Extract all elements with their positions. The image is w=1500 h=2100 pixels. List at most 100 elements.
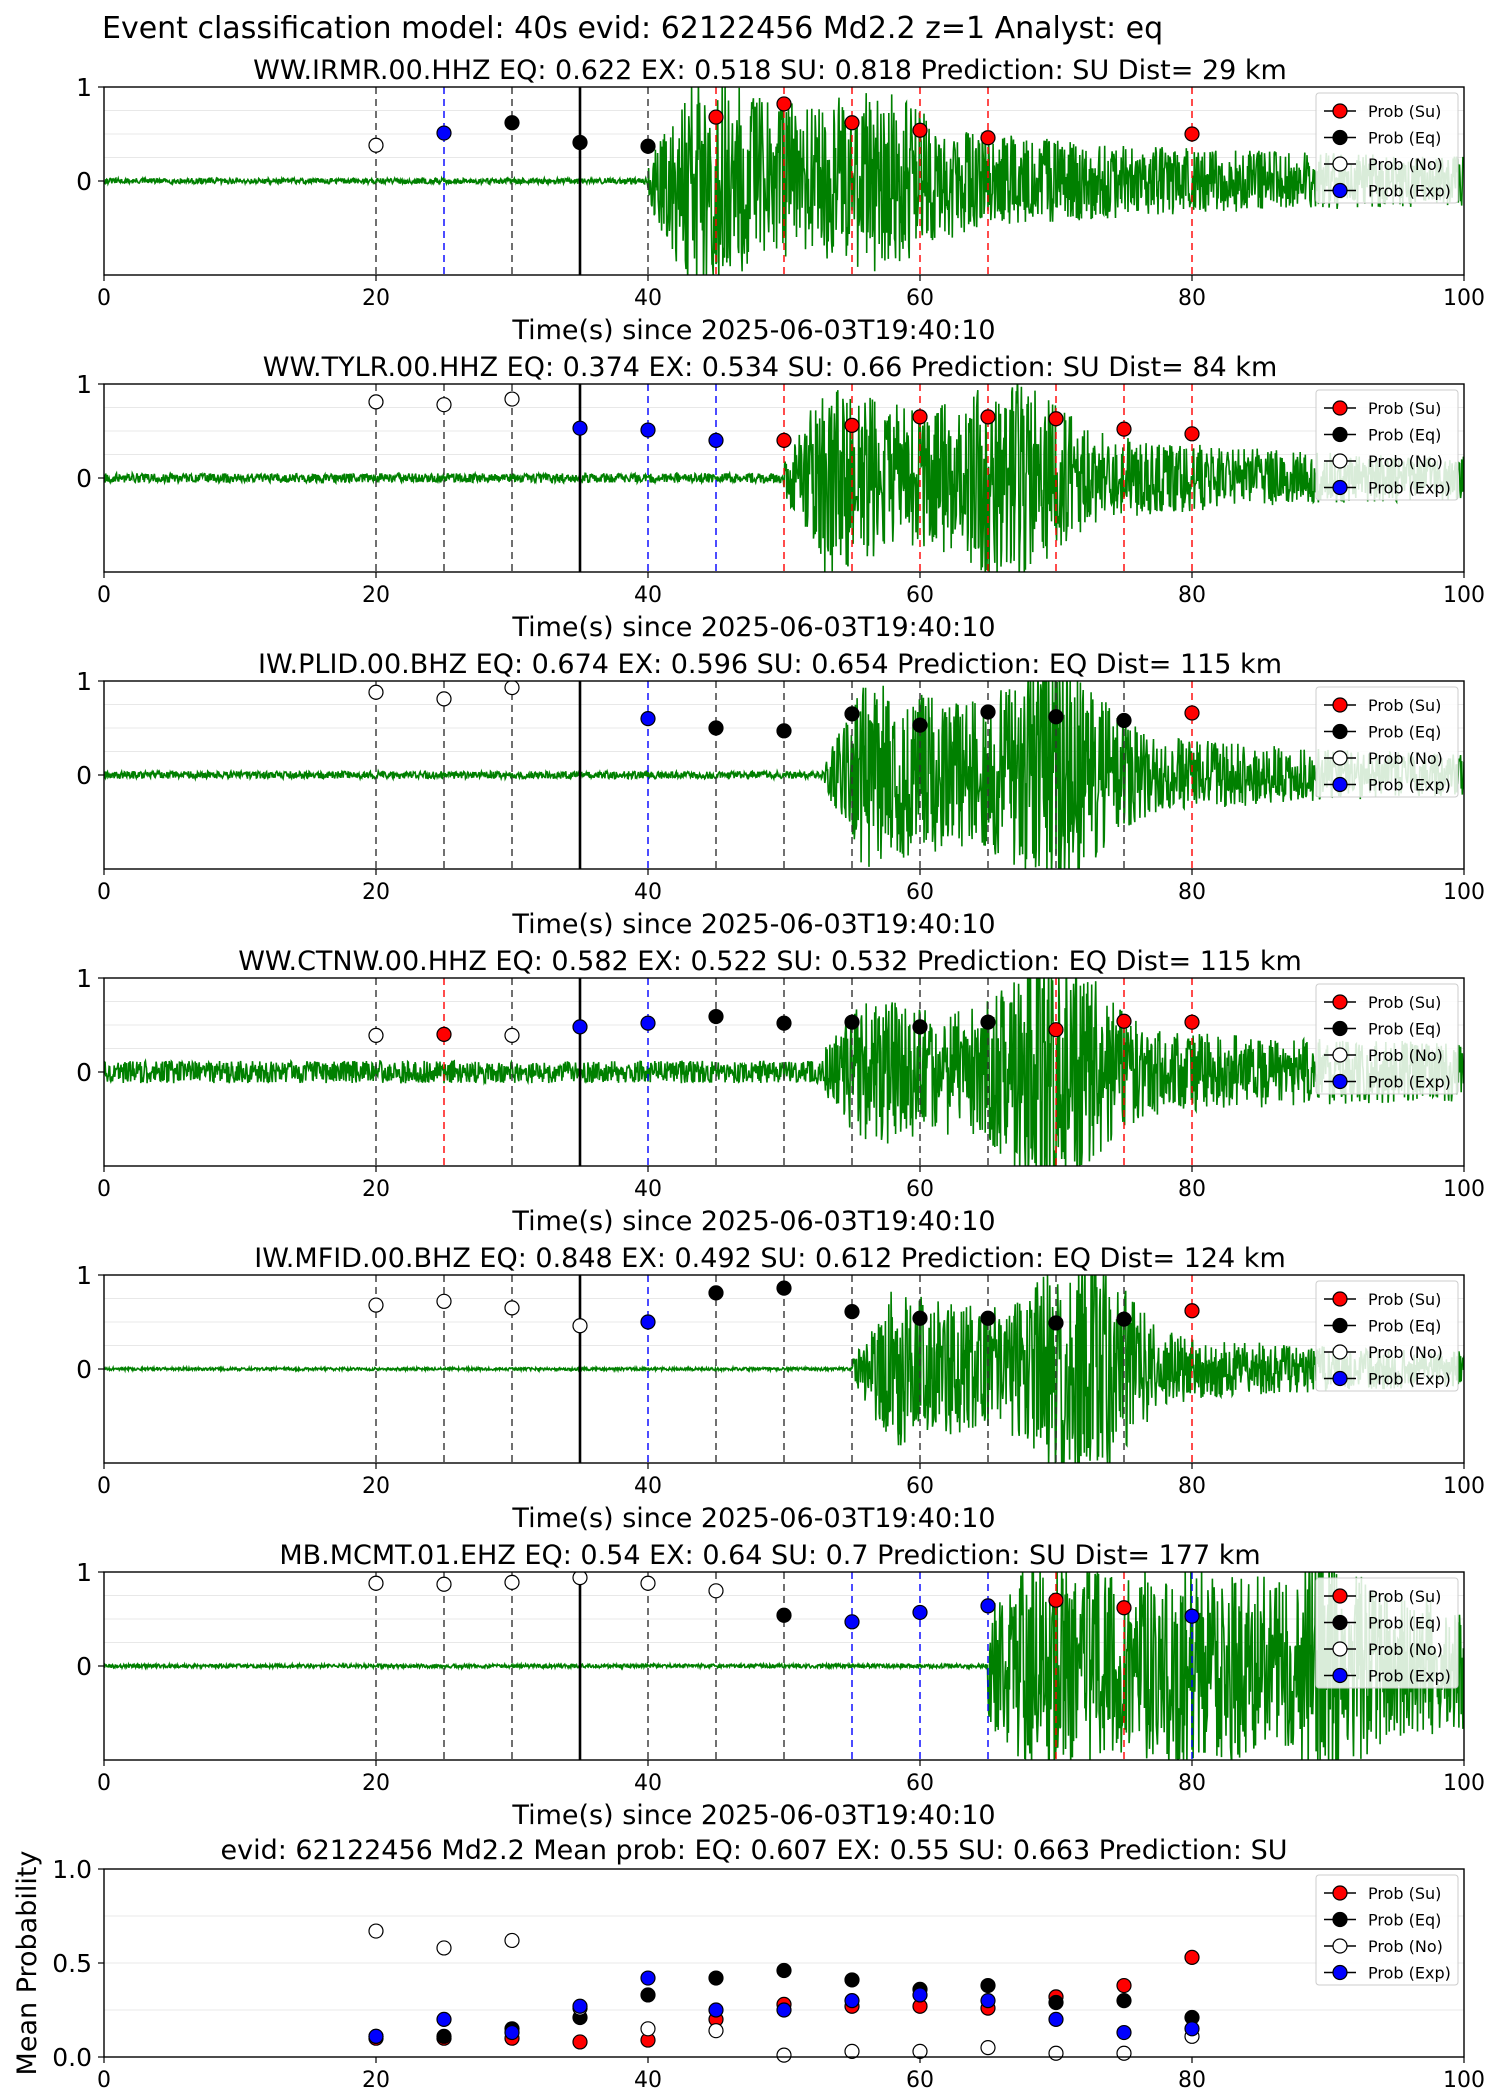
plot-area (104, 978, 1464, 1166)
prob-marker-eq (572, 134, 588, 151)
prob-marker-su (1048, 1022, 1064, 1038)
prob-marker-eq (708, 720, 724, 736)
prob-marker-su (776, 96, 792, 112)
prob-marker-su (1184, 126, 1200, 142)
y-tick-label: 0.0 (52, 2043, 92, 2072)
prob-marker-no (504, 391, 520, 407)
y-tick-label: 1 (76, 667, 92, 696)
prob-marker-exp (640, 1015, 656, 1031)
waveform-trace (104, 1572, 1464, 1760)
plot-area (104, 1572, 1464, 1760)
x-tick-label: 0 (97, 2068, 111, 2093)
legend-marker-exp (1332, 1073, 1348, 1090)
legend-marker-su (1332, 1588, 1348, 1604)
x-tick-label: 40 (634, 286, 662, 311)
legend-box (1315, 389, 1459, 501)
mean-prob-marker-eq (1116, 1992, 1132, 2009)
mean-prob-marker-exp (1116, 2024, 1132, 2041)
legend-marker-su (1332, 697, 1348, 713)
mean-prob-marker-eq (776, 1962, 792, 1979)
x-tick-label: 60 (906, 1474, 934, 1499)
prob-marker-eq (640, 138, 656, 154)
x-tick-label: 20 (362, 1771, 390, 1796)
legend-label-eq: Prob (Eq) (1368, 1911, 1441, 1930)
x-tick-label: 100 (1443, 1771, 1485, 1796)
plot-area (104, 1275, 1464, 1463)
legend-marker-exp (1332, 479, 1348, 496)
prob-marker-exp (640, 710, 656, 727)
prob-marker-eq (776, 1607, 792, 1623)
legend-label-no: Prob (No) (1368, 1046, 1443, 1065)
legend-label-su: Prob (Su) (1368, 1290, 1441, 1309)
legend-marker-no (1332, 453, 1348, 469)
prob-marker-eq (708, 1285, 724, 1301)
legend-label-no: Prob (No) (1368, 1640, 1443, 1659)
prob-marker-no (504, 681, 520, 696)
prob-marker-no (368, 1027, 384, 1043)
legend-marker-eq (1332, 1317, 1348, 1334)
x-tick-label: 40 (634, 880, 662, 905)
mean-prob-marker-su (1116, 1977, 1132, 1994)
y-tick-label: 0 (76, 1058, 92, 1087)
legend-label-no: Prob (No) (1368, 452, 1443, 471)
legend-marker-no (1332, 750, 1348, 766)
panel-title: evid: 62122456 Md2.2 Mean prob: EQ: 0.60… (221, 1835, 1288, 1866)
prob-marker-exp (572, 420, 588, 436)
prob-marker-eq (844, 1304, 860, 1320)
legend-marker-eq (1332, 426, 1348, 443)
legend-label-exp: Prob (Exp) (1368, 479, 1451, 498)
legend-marker-no (1332, 1938, 1348, 1954)
mean-prob-marker-exp (1184, 2021, 1200, 2037)
mean-prob-marker-eq (436, 2028, 452, 2044)
prob-marker-su (844, 417, 860, 433)
panel-title: IW.MFID.00.BHZ EQ: 0.848 EX: 0.492 SU: 0… (254, 1243, 1286, 1274)
mean-prob-marker-exp (640, 1970, 656, 1986)
legend-label-no: Prob (No) (1368, 1937, 1443, 1956)
x-tick-label: 100 (1443, 1474, 1485, 1499)
x-tick-label: 80 (1178, 286, 1206, 311)
mean-prob-marker-no (844, 2043, 860, 2059)
mean-prob-marker-exp (912, 1987, 928, 2003)
panel-title: WW.CTNW.00.HHZ EQ: 0.582 EX: 0.522 SU: 0… (238, 946, 1302, 977)
prob-marker-no (640, 1575, 656, 1591)
mean-prob-marker-no (640, 2021, 656, 2037)
legend-marker-no (1332, 1344, 1348, 1360)
legend-box (1315, 1874, 1459, 1986)
x-tick-label: 40 (634, 583, 662, 608)
mean-prob-marker-su (1184, 1949, 1200, 1965)
prob-marker-eq (912, 717, 928, 733)
legend-marker-exp (1332, 1667, 1348, 1684)
prob-marker-eq (1048, 709, 1064, 725)
mean-prob-marker-exp (776, 2002, 792, 2018)
prob-marker-exp (436, 125, 452, 141)
legend-label-exp: Prob (Exp) (1368, 1073, 1451, 1092)
panels: WW.IRMR.00.HHZ EQ: 0.622 EX: 0.518 SU: 0… (12, 55, 1485, 2093)
prob-marker-eq (980, 704, 996, 720)
x-tick-label: 40 (634, 2068, 662, 2093)
x-axis-label: Time(s) since 2025-06-03T19:40:10 (511, 909, 995, 940)
panel-7: evid: 62122456 Md2.2 Mean prob: EQ: 0.60… (12, 1835, 1485, 2093)
plot-area (104, 681, 1464, 869)
x-tick-label: 60 (906, 1177, 934, 1202)
prob-marker-su (844, 115, 860, 131)
mean-prob-marker-exp (708, 2002, 724, 2018)
x-tick-label: 0 (97, 1177, 111, 1202)
x-tick-label: 80 (1178, 583, 1206, 608)
y-tick-label: 0 (76, 464, 92, 493)
x-tick-label: 80 (1178, 2068, 1206, 2093)
legend-label-su: Prob (Su) (1368, 399, 1441, 418)
prob-marker-exp (640, 1314, 656, 1330)
legend-label-su: Prob (Su) (1368, 993, 1441, 1012)
x-tick-label: 0 (97, 583, 111, 608)
plot-area (104, 384, 1464, 572)
x-tick-label: 60 (906, 880, 934, 905)
legend-label-exp: Prob (Exp) (1368, 1667, 1451, 1686)
legend-marker-su (1332, 400, 1348, 416)
prob-marker-su (980, 130, 996, 146)
mean-prob-marker-exp (980, 1992, 996, 2009)
prob-marker-no (436, 1576, 452, 1592)
legend-marker-no (1332, 1641, 1348, 1657)
legend-box (1315, 92, 1459, 204)
prob-marker-eq (912, 1019, 928, 1035)
